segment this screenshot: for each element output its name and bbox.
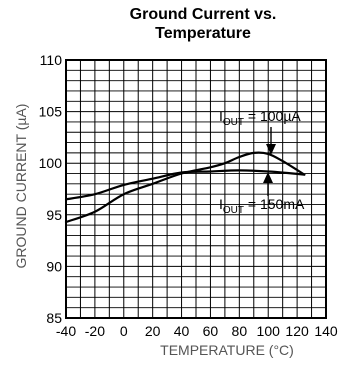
x-tick-label: 120 (285, 323, 309, 339)
annotation-150ma-sub: OUT (223, 205, 244, 216)
y-axis-title: GROUND CURRENT (µA) (13, 104, 29, 269)
chart-title-line-1: Ground Current vs. (130, 6, 277, 23)
annotation-100ua-label: IOUT = 100µA (219, 108, 301, 128)
annotation-150ma-label: IOUT = 150mA (219, 196, 305, 216)
y-tick-label: 90 (46, 258, 62, 274)
plot-frame (65, 59, 327, 319)
annotation-150ma-suffix: = 150mA (244, 196, 305, 212)
x-tick-label: 40 (174, 323, 190, 339)
annotation-150ma-arrowhead (263, 172, 273, 183)
y-tick-label: 110 (40, 52, 63, 68)
x-tick-label: 100 (257, 323, 281, 339)
x-tick-label: -20 (85, 323, 105, 339)
annotation-100ua: IOUT = 100µA (219, 108, 301, 155)
y-tick-label: 85 (46, 310, 62, 326)
x-axis-title: TEMPERATURE (°C) (160, 342, 294, 358)
plot-border (65, 59, 327, 319)
y-tick-label: 100 (39, 155, 63, 171)
y-tick-label: 105 (39, 104, 63, 120)
chart-title-line-2: Temperature (155, 25, 251, 42)
grid (66, 60, 326, 318)
series-line-150ma (64, 169, 306, 201)
annotation-150ma-prefix: I (219, 196, 223, 212)
annotation-100ua-arrowhead (266, 144, 276, 155)
annotation-100ua-suffix: = 100µA (244, 108, 301, 124)
x-tick-label: 20 (145, 323, 161, 339)
series-line-100ua (64, 151, 306, 224)
annotation-100ua-prefix: I (219, 108, 223, 124)
annotation-150ma: IOUT = 150mA (219, 172, 305, 216)
series-group (64, 151, 306, 224)
x-tick-label: -40 (56, 323, 76, 339)
x-tick-label: 80 (232, 323, 248, 339)
x-tick-label: 0 (120, 323, 128, 339)
x-tick-label: 140 (314, 323, 338, 339)
x-tick-label: 60 (203, 323, 219, 339)
y-tick-label: 95 (46, 207, 62, 223)
annotation-100ua-sub: OUT (223, 117, 244, 128)
